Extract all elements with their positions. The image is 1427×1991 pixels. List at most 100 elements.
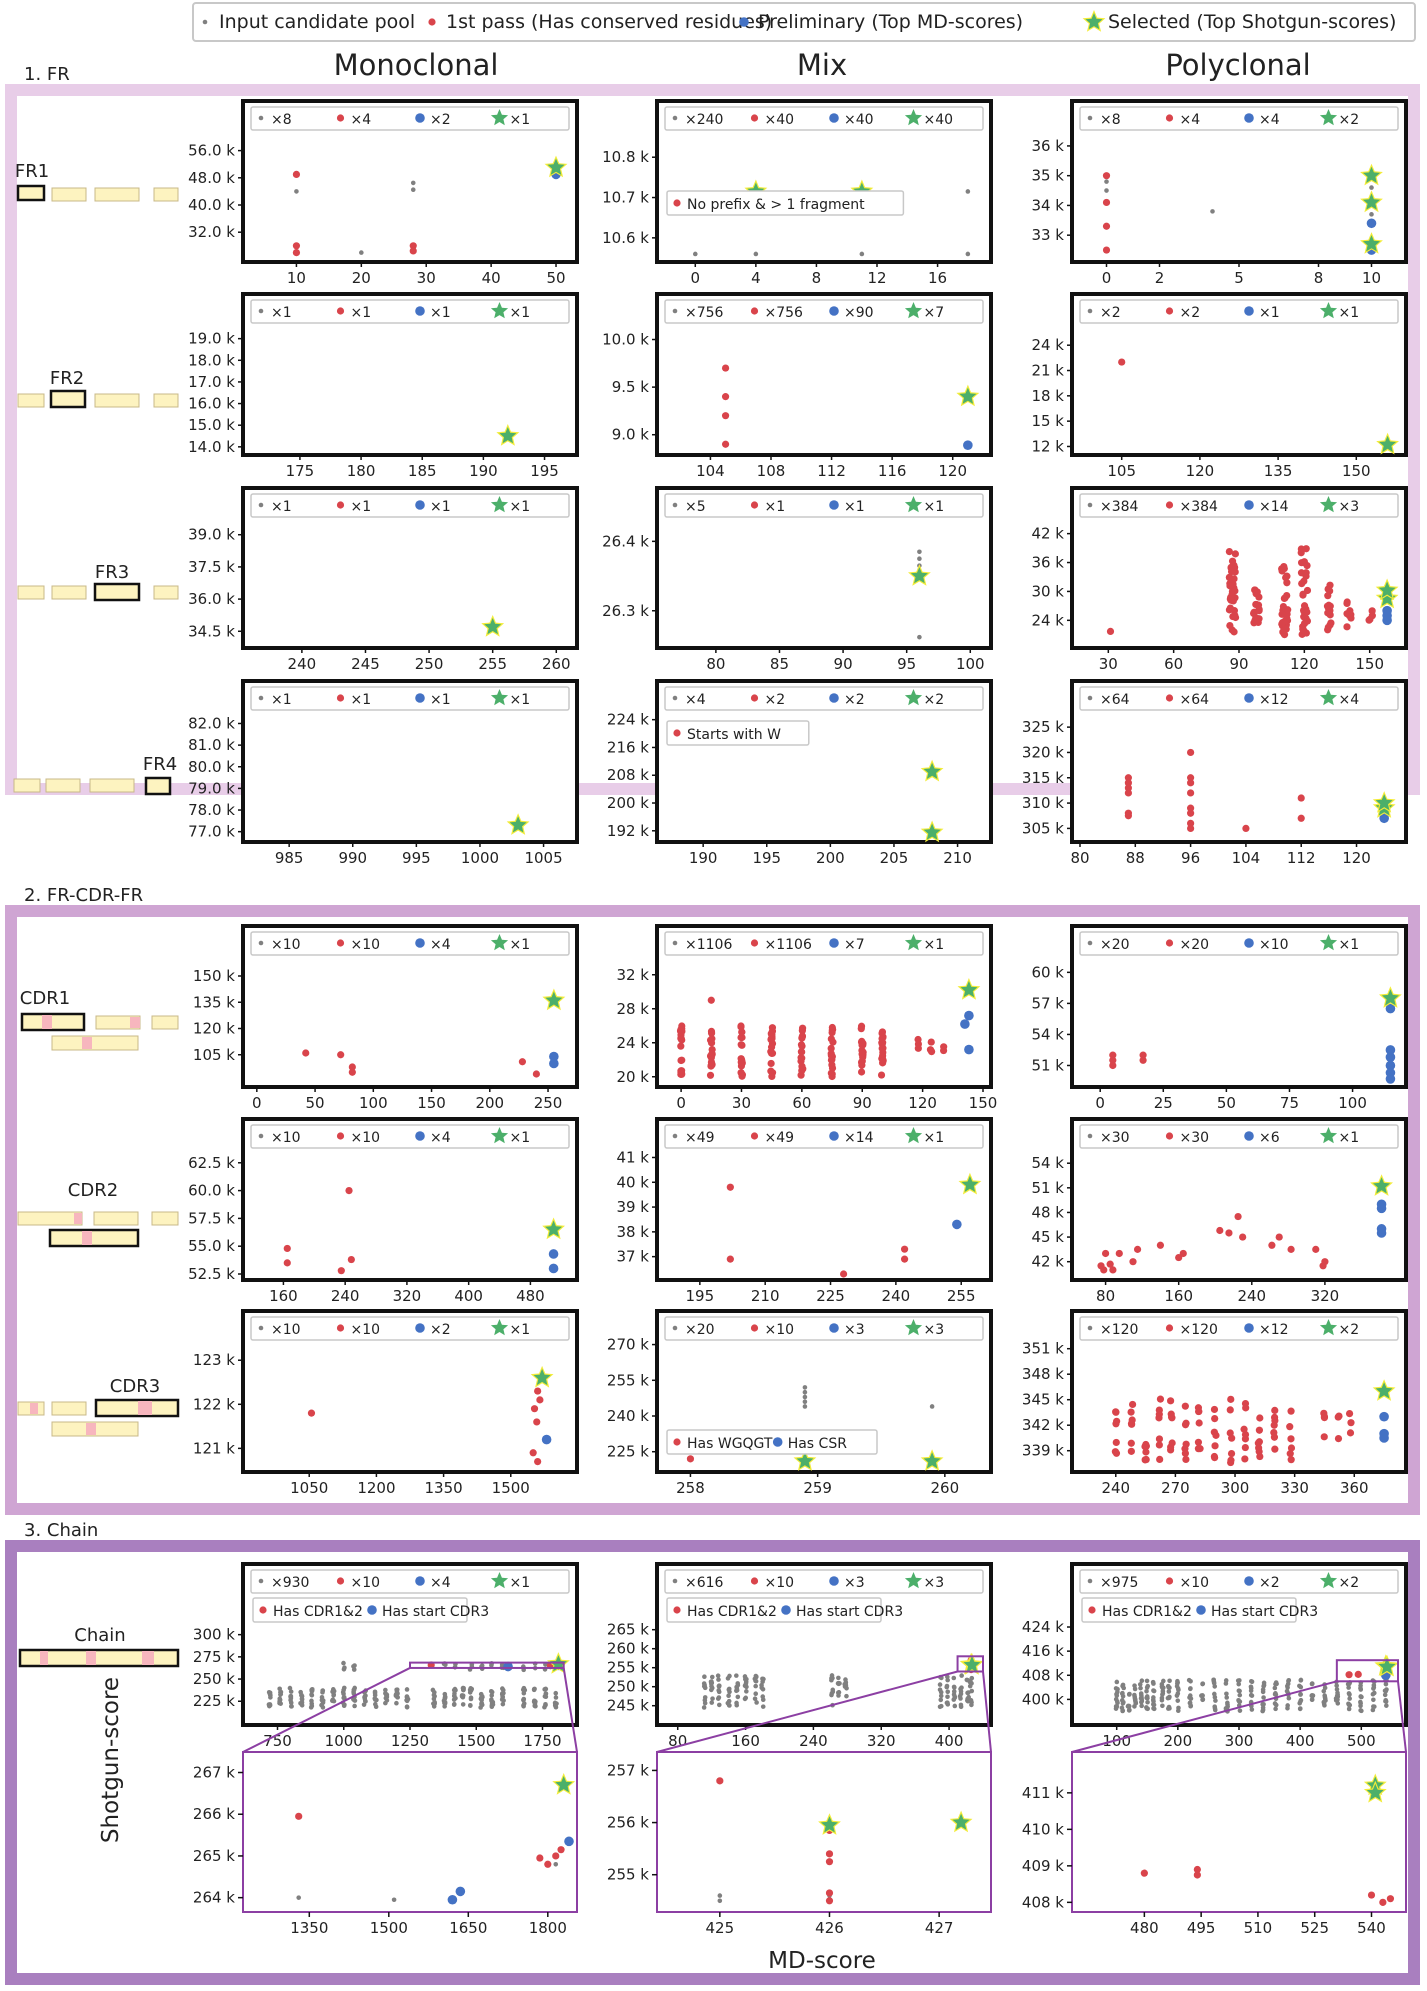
x-tick-label: 75 xyxy=(1280,1094,1299,1112)
x-tick-label: 120 xyxy=(908,1094,937,1112)
y-tick-label: 30 k xyxy=(1031,582,1064,600)
first-pass-point xyxy=(1347,1419,1355,1427)
input-pool-point xyxy=(468,1695,474,1701)
selected-star xyxy=(956,384,980,407)
count-label: ×2 xyxy=(430,112,451,128)
input-pool-point xyxy=(742,1674,748,1679)
input-pool-point xyxy=(1114,1691,1119,1697)
x-tick-label: 8 xyxy=(812,269,822,287)
count-marker-b xyxy=(415,1576,425,1586)
x-tick-label: 90 xyxy=(834,655,853,673)
first-pass-point xyxy=(409,242,417,250)
input-pool-point xyxy=(1347,1692,1352,1697)
x-ticks: 80 85 90 95 100 xyxy=(706,648,985,673)
x-tick-label: 160 xyxy=(1164,1287,1193,1305)
input-pool-point xyxy=(1104,179,1109,184)
annotation-marker-0 xyxy=(1088,1606,1096,1614)
first-pass-point xyxy=(1227,1456,1235,1464)
y-tick-label: 9.0 k xyxy=(612,426,650,444)
y-tick-label: 26.3 k xyxy=(602,602,649,620)
first-pass-point xyxy=(536,1854,544,1862)
count-marker-g xyxy=(672,1578,678,1584)
first-pass-point xyxy=(914,1035,922,1044)
input-pool-point xyxy=(743,1695,749,1701)
count-label: ×10 xyxy=(351,937,381,953)
first-pass-point xyxy=(1156,1455,1164,1464)
first-pass-point xyxy=(737,1041,745,1049)
counts-legend-box xyxy=(664,1316,984,1341)
count-label: ×10 xyxy=(351,1322,381,1338)
selected-star-core xyxy=(1381,989,1399,1006)
x-ticks: 175 180 185 190 195 xyxy=(286,455,559,480)
y-tick-label: 41 k xyxy=(616,1148,649,1166)
selected-star-core xyxy=(923,1452,941,1469)
y-tick-label: 208 k xyxy=(607,766,649,784)
first-pass-point xyxy=(708,1050,716,1058)
x-tick-label: 100 xyxy=(1338,1094,1367,1112)
x-tick-label: 160 xyxy=(269,1287,298,1305)
selected-star xyxy=(1372,791,1396,813)
annotation-marker-0 xyxy=(673,199,681,207)
first-pass-point xyxy=(677,1035,685,1043)
y-tick-label: 52.5 k xyxy=(188,1265,235,1283)
count-marker-star xyxy=(490,109,509,126)
input-pool-point xyxy=(553,1695,559,1700)
first-pass-point xyxy=(716,1777,724,1785)
input-pool-point xyxy=(1127,1707,1132,1713)
input-pool-point xyxy=(1175,1686,1181,1691)
input-pool-point xyxy=(500,1701,506,1707)
input-pool-point xyxy=(500,1687,506,1693)
input-pool-point xyxy=(1384,1703,1389,1708)
panel-Chain-mix-zoom: 425 426 427 255 k 256 k 257 k xyxy=(607,1751,992,1937)
first-pass-point xyxy=(1124,812,1132,820)
preliminary-point xyxy=(1379,1433,1389,1443)
first-pass-point xyxy=(1139,1051,1147,1059)
cdr-segment xyxy=(142,1651,154,1665)
y-tick-label: 79.0 k xyxy=(188,779,235,797)
count-label: ×930 xyxy=(271,1575,309,1591)
input-pool-point xyxy=(1120,1708,1125,1714)
input-pool-point xyxy=(431,1692,437,1698)
count-marker-b xyxy=(1244,1131,1254,1141)
x-tick-label: 96 xyxy=(1181,849,1200,867)
legend-marker-1 xyxy=(428,18,436,26)
selected-star-core xyxy=(952,1813,970,1830)
x-tick-label: 990 xyxy=(338,849,367,867)
input-pool-point xyxy=(489,1693,495,1698)
y-tick-label: 150 k xyxy=(193,967,235,985)
first-pass-point xyxy=(1133,1245,1142,1253)
first-pass-point xyxy=(1284,606,1292,614)
selected-star-core xyxy=(1373,1177,1391,1194)
y-tick-label: 345 k xyxy=(1022,1391,1064,1409)
count-marker-r xyxy=(750,1132,759,1140)
first-pass-point xyxy=(1167,1397,1175,1405)
first-pass-point xyxy=(1226,1429,1234,1437)
count-marker-g xyxy=(258,695,264,701)
input-pool-point xyxy=(1138,1685,1143,1691)
first-pass-point xyxy=(1182,1440,1190,1448)
count-label: ×5 xyxy=(685,499,706,515)
first-pass-point xyxy=(1354,1670,1362,1678)
first-pass-point xyxy=(1181,1402,1189,1410)
x-tick-label: 100 xyxy=(956,655,985,673)
input-pool-point xyxy=(1114,1679,1120,1685)
zoom-indicator-2 xyxy=(1071,1659,1407,1753)
input-pool-point xyxy=(489,1702,495,1708)
first-pass-point xyxy=(1109,1266,1117,1274)
counts-legend: ×1 ×1 ×1 ×1 xyxy=(250,686,570,711)
first-pass-point xyxy=(677,1056,685,1065)
first-pass-point xyxy=(1216,1226,1224,1235)
x-tick-label: 120 xyxy=(938,462,967,480)
input-pool-point xyxy=(951,1675,957,1681)
first-pass-point xyxy=(1303,561,1311,570)
x-ticks: 240 270 300 330 360 xyxy=(1101,1472,1369,1497)
x-ticks: 100200300400500 xyxy=(1102,1725,1376,1750)
x-tick-label: 120 xyxy=(1186,462,1215,480)
gene-label: FR3 xyxy=(95,562,129,583)
input-pool-point xyxy=(1138,1696,1144,1701)
input-pool-point xyxy=(709,1674,715,1680)
x-tick-label: 16 xyxy=(928,269,947,287)
count-marker-star xyxy=(1319,1572,1338,1589)
count-marker-r xyxy=(336,694,345,702)
